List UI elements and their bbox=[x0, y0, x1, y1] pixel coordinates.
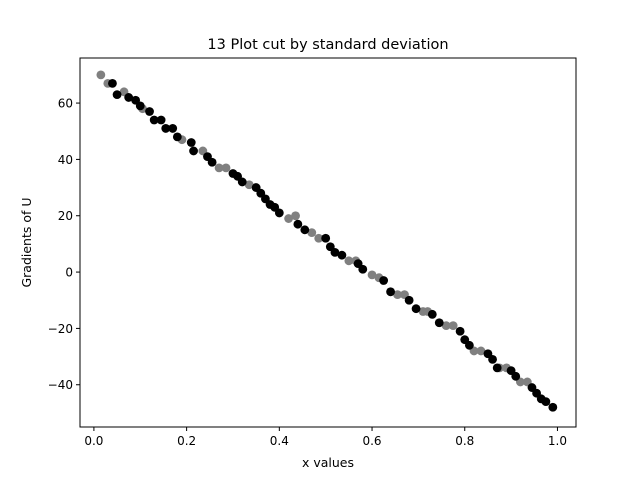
data-point bbox=[427, 309, 437, 319]
data-point bbox=[221, 163, 231, 173]
data-point bbox=[189, 146, 198, 156]
y-tick-label: 60 bbox=[58, 97, 73, 111]
data-point bbox=[441, 321, 451, 330]
data-point bbox=[337, 250, 347, 260]
data-point bbox=[284, 214, 293, 223]
data-point bbox=[511, 371, 521, 381]
data-point bbox=[476, 346, 486, 356]
data-point bbox=[386, 287, 395, 297]
x-axis-label: x values bbox=[302, 455, 354, 470]
data-point bbox=[274, 208, 284, 218]
data-point bbox=[207, 157, 217, 167]
data-point bbox=[135, 101, 145, 111]
data-point bbox=[108, 78, 117, 88]
data-point bbox=[344, 256, 354, 266]
data-point bbox=[488, 355, 497, 364]
data-point bbox=[434, 318, 444, 328]
y-axis-label: Gradients of U bbox=[19, 197, 34, 287]
data-point bbox=[541, 397, 551, 407]
y-tick-label: −40 bbox=[48, 378, 73, 392]
data-point bbox=[455, 326, 465, 336]
y-tick-label: 0 bbox=[65, 266, 73, 280]
data-point bbox=[379, 276, 389, 285]
data-point bbox=[548, 402, 558, 412]
data-point bbox=[330, 247, 340, 257]
data-point bbox=[464, 340, 474, 350]
data-point bbox=[112, 90, 122, 100]
data-point bbox=[96, 70, 106, 80]
y-tick-label: 40 bbox=[58, 153, 73, 167]
y-axis-ticks: −40 −20 0 20 40 60 bbox=[48, 97, 80, 392]
data-point bbox=[448, 321, 458, 330]
data-points bbox=[96, 70, 558, 412]
x-tick-label: 0.8 bbox=[455, 434, 474, 448]
x-tick-label: 1.0 bbox=[548, 434, 567, 448]
data-point bbox=[300, 225, 310, 235]
x-tick-label: 0.6 bbox=[362, 434, 381, 448]
data-point bbox=[156, 115, 166, 125]
data-point bbox=[186, 138, 196, 147]
data-point bbox=[237, 177, 247, 187]
x-axis-ticks: 0.0 0.2 0.4 0.6 0.8 1.0 bbox=[84, 427, 567, 448]
data-point bbox=[293, 219, 303, 229]
y-tick-label: −20 bbox=[48, 322, 73, 336]
data-point bbox=[393, 290, 402, 300]
data-point bbox=[404, 295, 414, 305]
data-point bbox=[149, 115, 159, 125]
chart-title: 13 Plot cut by standard deviation bbox=[207, 37, 448, 53]
data-point bbox=[321, 233, 331, 243]
x-tick-label: 0.4 bbox=[270, 434, 289, 448]
data-point bbox=[367, 270, 377, 280]
data-point bbox=[291, 211, 300, 221]
data-point bbox=[214, 163, 224, 173]
data-point bbox=[492, 363, 502, 373]
data-point bbox=[168, 124, 178, 133]
data-point bbox=[411, 304, 421, 314]
x-tick-label: 0.0 bbox=[84, 434, 103, 448]
data-point bbox=[358, 264, 368, 274]
data-point bbox=[314, 233, 324, 243]
y-tick-label: 20 bbox=[58, 209, 73, 223]
data-point bbox=[161, 124, 171, 133]
data-point bbox=[145, 107, 154, 116]
data-point bbox=[124, 93, 134, 102]
data-point bbox=[307, 228, 317, 238]
data-point bbox=[172, 132, 182, 142]
data-point bbox=[244, 180, 254, 190]
x-tick-label: 0.2 bbox=[177, 434, 196, 448]
